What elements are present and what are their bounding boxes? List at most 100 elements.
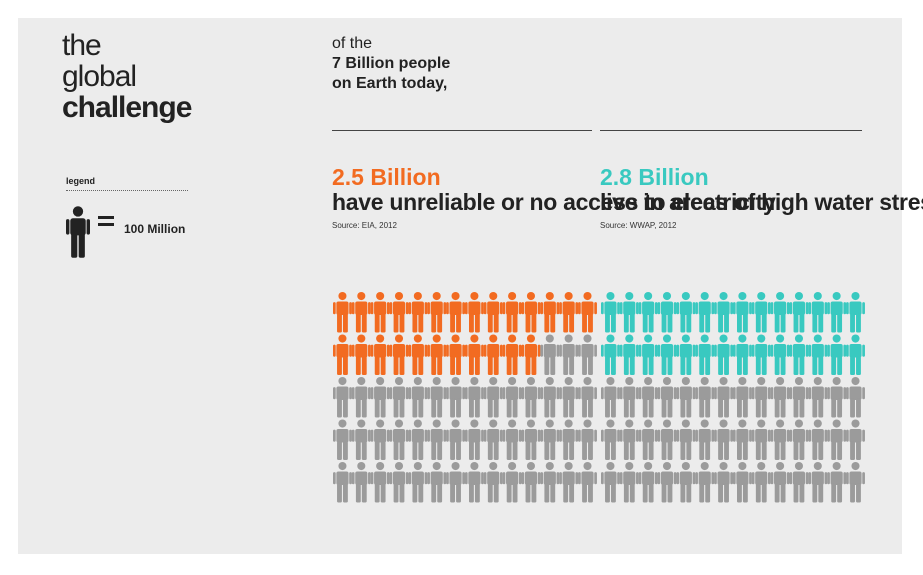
water-person-icon-inactive [789, 377, 809, 418]
electricity-person-icon-inactive [540, 462, 560, 503]
water-person-icon-inactive [619, 419, 639, 460]
legend-value: 100 Million [124, 222, 186, 236]
electricity-person-icon-inactive [483, 462, 503, 503]
water-person-icon-inactive [695, 377, 715, 418]
water-person-icon-inactive [751, 462, 771, 503]
water-person-icon-inactive [714, 462, 733, 503]
water-person-icon-inactive [808, 419, 828, 460]
electricity-person-icon-inactive [483, 377, 503, 418]
electricity-person-icon-highlighted [502, 334, 522, 375]
water-person-icon-highlighted [714, 334, 733, 375]
water-person-icon-inactive [601, 377, 620, 418]
electricity-person-icon-inactive [483, 419, 503, 460]
title-line-challenge: challenge [62, 91, 192, 124]
electricity-person-icon-inactive [389, 462, 409, 503]
water-person-icon-highlighted [789, 334, 809, 375]
water-person-icon-highlighted [619, 334, 639, 375]
electricity-person-icon-inactive [559, 377, 579, 418]
electricity-person-icon-inactive [370, 419, 390, 460]
water-person-icon-inactive [732, 462, 752, 503]
electricity-person-icon-inactive [446, 419, 465, 460]
intro-line-3: on Earth today, [332, 75, 448, 92]
electricity-person-icon-inactive [370, 377, 390, 418]
water-person-icon-inactive [827, 462, 847, 503]
water-person-icon-highlighted [676, 334, 696, 375]
water-person-icon-inactive [714, 419, 733, 460]
electricity-person-icon-inactive [408, 377, 428, 418]
stat-water-value: 2.8 Billion [600, 164, 709, 190]
intro-line-2: 7 Billion people [332, 55, 451, 72]
water-person-icon-highlighted [601, 334, 620, 375]
water-person-icon-highlighted [751, 334, 771, 375]
equals-sign [98, 216, 114, 230]
electricity-person-icon-inactive [408, 462, 428, 503]
electricity-person-icon-inactive [464, 419, 484, 460]
electricity-person-icon-inactive [578, 419, 597, 460]
water-person-icon-highlighted [789, 292, 809, 333]
water-person-icon-inactive [770, 462, 790, 503]
electricity-person-icon-inactive [540, 419, 560, 460]
intro-text: of the 7 Billion people on Earth today, [332, 34, 450, 94]
water-person-icon-highlighted [827, 292, 847, 333]
electricity-person-icon-inactive [333, 419, 352, 460]
water-person-icon-inactive [846, 377, 865, 418]
electricity-person-icon-highlighted [389, 292, 409, 333]
electricity-person-icon-inactive [502, 377, 522, 418]
water-person-icon-highlighted [808, 334, 828, 375]
water-person-icon-inactive [846, 462, 865, 503]
stat-water-description: live in areas of high water stress [600, 189, 923, 215]
electricity-person-icon-highlighted [370, 334, 390, 375]
water-person-icon-inactive [808, 377, 828, 418]
electricity-person-icon-highlighted [351, 292, 371, 333]
water-person-icon-highlighted [601, 292, 620, 333]
electricity-person-icon-inactive [427, 462, 447, 503]
electricity-person-icon-highlighted [427, 334, 447, 375]
water-person-icon-highlighted [695, 292, 715, 333]
infographic-panel [18, 18, 902, 554]
water-person-icon-highlighted [638, 334, 658, 375]
electricity-person-icon-inactive [370, 462, 390, 503]
water-person-icon-inactive [676, 419, 696, 460]
water-person-icon-inactive [770, 419, 790, 460]
stat-water: 2.8 Billion live in areas of high water … [600, 164, 923, 230]
electricity-person-icon-highlighted [521, 292, 541, 333]
water-person-icon-inactive [751, 377, 771, 418]
electricity-person-icon-highlighted [578, 292, 597, 333]
electricity-person-icon-highlighted [389, 334, 409, 375]
water-person-icon-inactive [638, 377, 658, 418]
water-person-icon-highlighted [657, 334, 677, 375]
electricity-person-icon-highlighted [483, 334, 503, 375]
electricity-person-icon-inactive [559, 334, 579, 375]
electricity-person-icon-highlighted [427, 292, 447, 333]
electricity-person-icon-inactive [408, 419, 428, 460]
water-person-icon-highlighted [770, 292, 790, 333]
water-person-icon-inactive [619, 462, 639, 503]
electricity-person-icon-inactive [446, 462, 465, 503]
electricity-person-icon-inactive [540, 334, 560, 375]
water-person-icon-inactive [789, 419, 809, 460]
legend-label: legend [66, 176, 188, 191]
electricity-person-icon-highlighted [333, 292, 352, 333]
water-person-icon-highlighted [714, 292, 733, 333]
electricity-person-icon-inactive [540, 377, 560, 418]
electricity-person-icon-highlighted [370, 292, 390, 333]
electricity-person-icon-highlighted [540, 292, 560, 333]
intro-line-1: of the [332, 35, 373, 52]
electricity-person-icon-highlighted [408, 292, 428, 333]
water-person-icon-highlighted [657, 292, 677, 333]
water-person-icon-highlighted [770, 334, 790, 375]
electricity-person-icon-highlighted [521, 334, 541, 375]
water-person-icon-highlighted [732, 334, 752, 375]
electricity-person-icon-inactive [389, 377, 409, 418]
title-line-global: global [62, 60, 137, 93]
electricity-person-icon-inactive [333, 462, 352, 503]
electricity-person-icon-highlighted [502, 292, 522, 333]
stat-electricity-source: Source: EIA, 2012 [332, 221, 397, 230]
water-person-icon-inactive [657, 462, 677, 503]
electricity-person-icon-highlighted [464, 292, 484, 333]
electricity-person-icon-inactive [351, 377, 371, 418]
electricity-person-icon-highlighted [446, 334, 465, 375]
electricity-person-icon-inactive [427, 419, 447, 460]
water-person-icon-highlighted [846, 292, 865, 333]
water-person-icon-inactive [827, 419, 847, 460]
